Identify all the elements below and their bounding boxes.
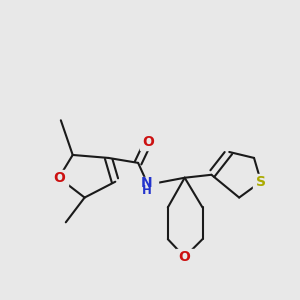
Bar (50, 169, 68, 186)
Text: H: H (142, 184, 152, 196)
Text: O: O (142, 135, 154, 149)
Bar (138, 176, 158, 193)
Bar (140, 135, 156, 149)
Bar (176, 249, 194, 265)
Text: N: N (141, 176, 152, 190)
Text: O: O (53, 171, 65, 185)
Text: S: S (256, 175, 266, 189)
Bar (253, 173, 269, 190)
Text: O: O (179, 250, 190, 264)
